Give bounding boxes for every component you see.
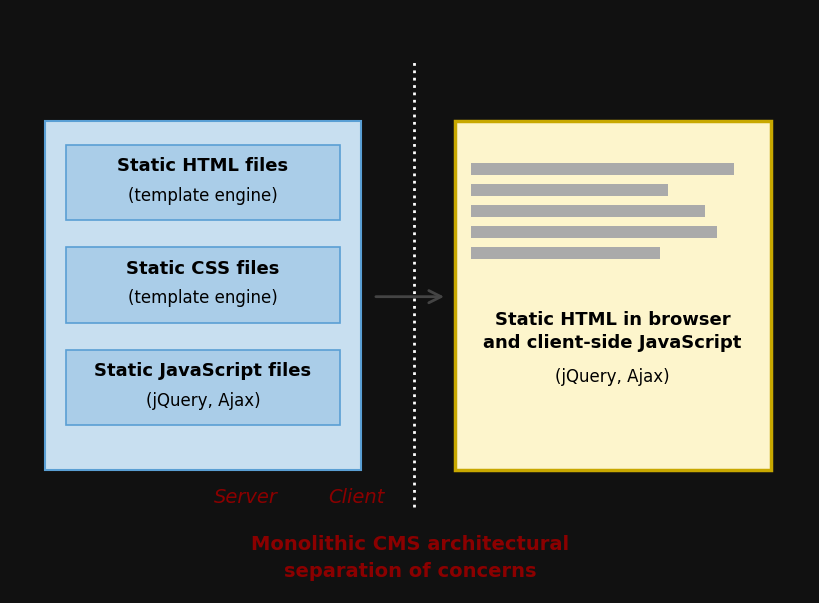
Text: (template engine): (template engine) [128, 289, 278, 307]
Text: (template engine): (template engine) [128, 187, 278, 204]
Bar [471, 184, 667, 196]
Bar [471, 163, 733, 175]
Text: (jQuery, Ajax): (jQuery, Ajax) [554, 368, 669, 386]
Text: Monolithic CMS architectural
separation of concerns: Monolithic CMS architectural separation … [251, 535, 568, 581]
Bar [66, 350, 340, 425]
Bar [66, 247, 340, 323]
Text: (jQuery, Ajax): (jQuery, Ajax) [146, 392, 260, 409]
Text: Static JavaScript files: Static JavaScript files [94, 362, 311, 380]
Text: Static HTML files: Static HTML files [117, 157, 288, 175]
Bar [471, 247, 659, 259]
Bar [45, 121, 360, 470]
Text: Static CSS files: Static CSS files [126, 260, 279, 277]
Text: Server: Server [214, 488, 278, 507]
Text: Client: Client [328, 488, 384, 507]
Bar [471, 226, 717, 238]
Bar [66, 145, 340, 220]
Bar [471, 205, 704, 217]
Text: Static HTML in browser
and client-side JavaScript: Static HTML in browser and client-side J… [482, 311, 741, 352]
Bar [455, 121, 770, 470]
